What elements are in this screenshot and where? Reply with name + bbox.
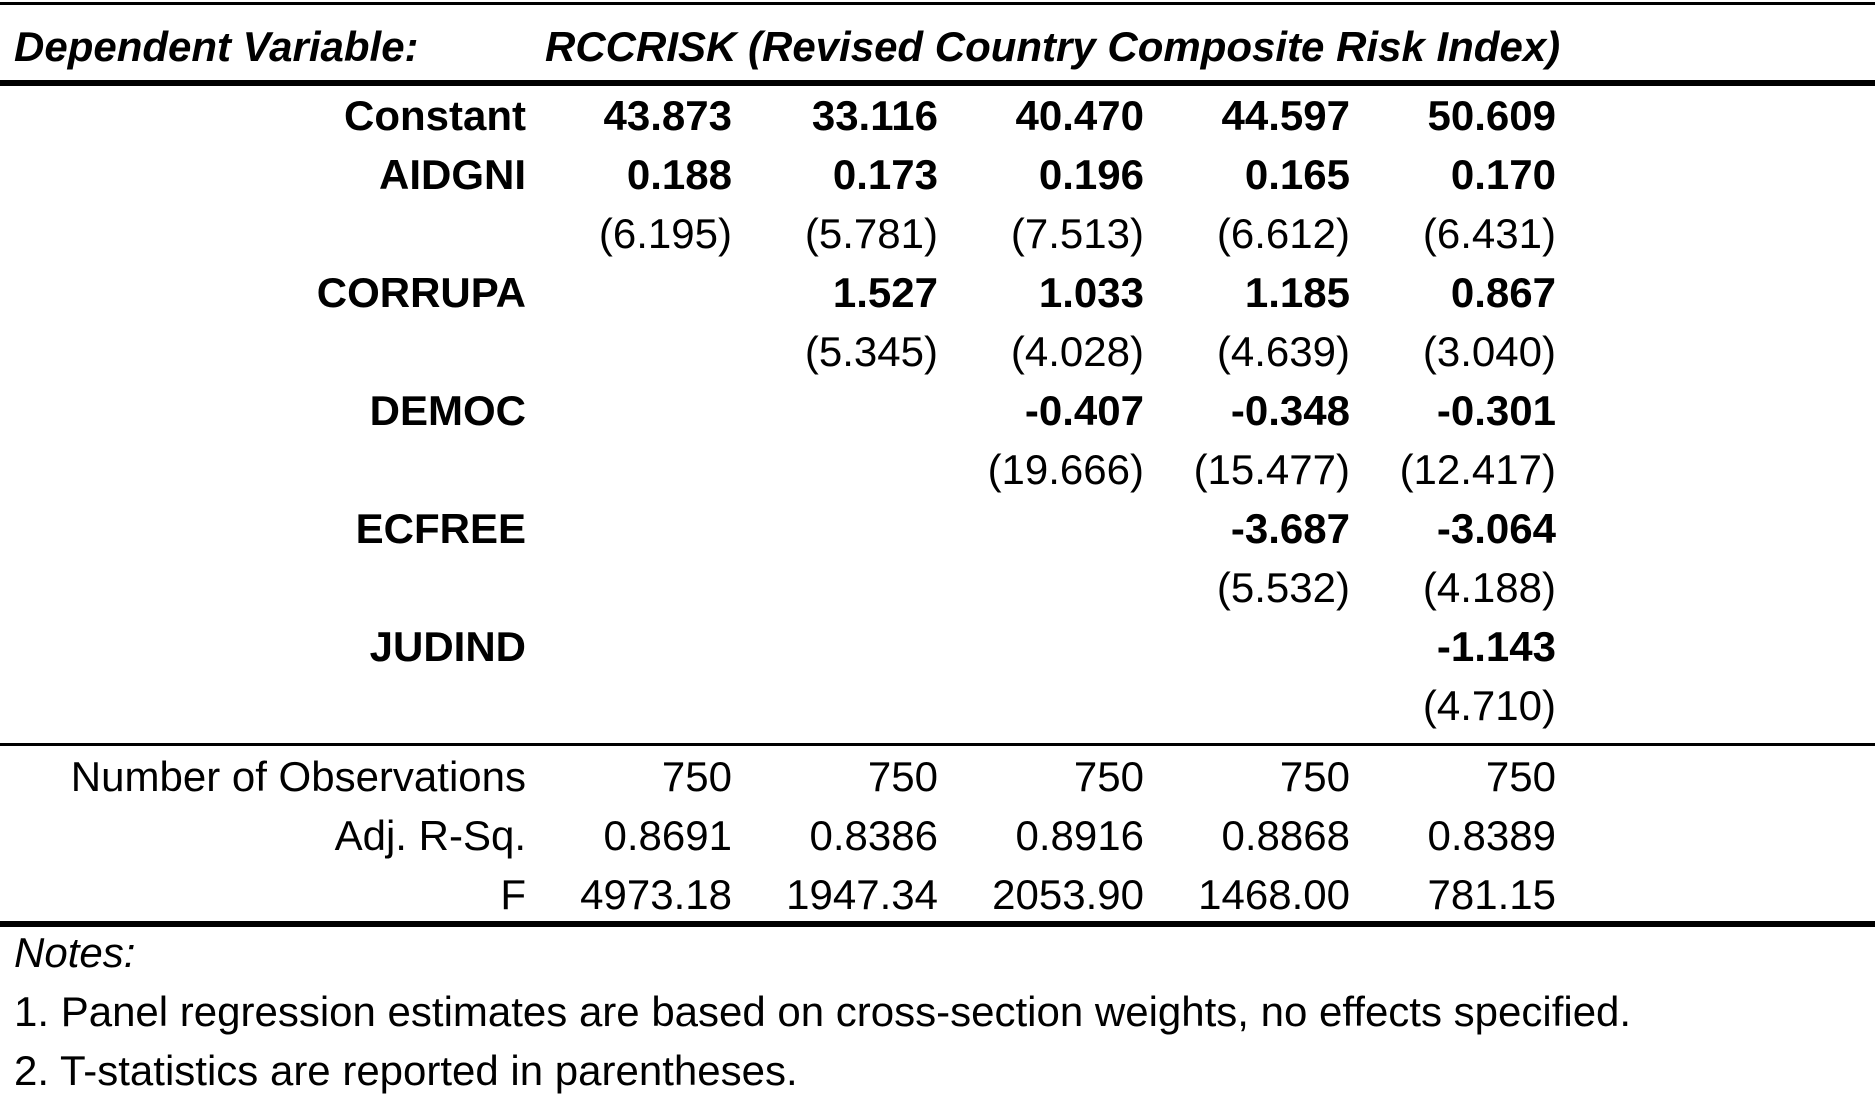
table-cell: 50.609 xyxy=(1427,92,1556,139)
table-cell: 750 xyxy=(1279,753,1350,800)
table-cell: 4973.18 xyxy=(580,871,732,918)
table-cell: 750 xyxy=(1073,753,1144,800)
row-label: DEMOC xyxy=(369,387,526,434)
row-label: Constant xyxy=(344,92,526,139)
stats-rule xyxy=(0,743,1875,746)
table-cell: (5.345) xyxy=(804,328,938,375)
table-row: JUDIND -1.143 xyxy=(0,618,1875,676)
table-row: Number of Observations 750 750 750 750 750 xyxy=(0,748,1875,806)
table-cell: 0.8691 xyxy=(603,812,732,859)
table-cell: (6.195) xyxy=(598,210,732,257)
table-cell: 1.185 xyxy=(1244,269,1350,316)
table-cell: (4.028) xyxy=(1010,328,1144,375)
table-cell: (6.431) xyxy=(1422,210,1556,257)
row-label: AIDGNI xyxy=(379,151,526,198)
table-cell: 1.033 xyxy=(1038,269,1144,316)
table-cell: 40.470 xyxy=(1015,92,1144,139)
table-cell: -0.407 xyxy=(1024,387,1144,434)
dependent-variable-name: RCCRISK (Revised Country Composite Risk … xyxy=(545,23,1561,70)
table-row: (4.710) xyxy=(0,677,1875,735)
table-cell: (5.532) xyxy=(1216,564,1350,611)
table-cell: 1947.34 xyxy=(786,871,938,918)
table-cell: (4.639) xyxy=(1216,328,1350,375)
row-label: Number of Observations xyxy=(70,753,526,800)
row-label: F xyxy=(500,871,526,918)
table-row: Adj. R-Sq. 0.8691 0.8386 0.8916 0.8868 0.8389 xyxy=(0,807,1875,865)
table-cell: (4.188) xyxy=(1422,564,1556,611)
table-cell: (6.612) xyxy=(1216,210,1350,257)
table-row: ECFREE -3.687 -3.064 xyxy=(0,500,1875,558)
top-rule xyxy=(0,2,1875,5)
table-cell: 43.873 xyxy=(603,92,732,139)
table-cell: (15.477) xyxy=(1193,446,1350,493)
table-cell: (7.513) xyxy=(1010,210,1144,257)
row-label: ECFREE xyxy=(355,505,526,552)
table-row: Constant 43.873 33.116 40.470 44.597 50.609 xyxy=(0,87,1875,145)
table-cell: (12.417) xyxy=(1399,446,1556,493)
table-row: F 4973.18 1947.34 2053.90 1468.00 781.15 xyxy=(0,866,1875,924)
table-cell: -0.301 xyxy=(1436,387,1556,434)
table-cell: (5.781) xyxy=(804,210,938,257)
note-item: 1. Panel regression estimates are based … xyxy=(14,988,1632,1035)
table-cell: -1.143 xyxy=(1436,623,1556,670)
table-cell: 1.527 xyxy=(832,269,938,316)
table-cell: 0.188 xyxy=(626,151,732,198)
table-row: (5.532) (4.188) xyxy=(0,559,1875,617)
row-label: CORRUPA xyxy=(316,269,526,316)
dependent-variable-label: Dependent Variable: xyxy=(14,23,419,70)
table-cell: (3.040) xyxy=(1422,328,1556,375)
table-cell: 0.165 xyxy=(1244,151,1350,198)
table-cell: 33.116 xyxy=(811,92,938,139)
notes-title: Notes: xyxy=(14,929,136,976)
table-cell: 0.196 xyxy=(1038,151,1144,198)
table-cell: 781.15 xyxy=(1427,871,1556,918)
table-cell: (19.666) xyxy=(987,446,1144,493)
table-cell: 2053.90 xyxy=(992,871,1144,918)
table-row: DEMOC -0.407 -0.348 -0.301 xyxy=(0,382,1875,440)
row-label: Adj. R-Sq. xyxy=(334,812,526,859)
table-cell: 750 xyxy=(661,753,732,800)
table-row: (19.666) (15.477) (12.417) xyxy=(0,441,1875,499)
table-cell: -3.064 xyxy=(1436,505,1556,552)
table-cell: 44.597 xyxy=(1221,92,1350,139)
table-cell: 0.8868 xyxy=(1221,812,1350,859)
table-cell: 0.8386 xyxy=(809,812,938,859)
table-cell: 0.173 xyxy=(832,151,938,198)
table-cell: 0.867 xyxy=(1450,269,1556,316)
table-row: CORRUPA 1.527 1.033 1.185 0.867 xyxy=(0,264,1875,322)
note-item: 2. T-statistics are reported in parenthe… xyxy=(14,1047,798,1094)
table-cell: 750 xyxy=(867,753,938,800)
table-row: (5.345) (4.028) (4.639) (3.040) xyxy=(0,323,1875,381)
table-row: (6.195) (5.781) (7.513) (6.612) (6.431) xyxy=(0,205,1875,263)
table-cell: 1468.00 xyxy=(1198,871,1350,918)
table-row: AIDGNI 0.188 0.173 0.196 0.165 0.170 xyxy=(0,146,1875,204)
table-cell: 0.8916 xyxy=(1015,812,1144,859)
table-cell: 750 xyxy=(1485,753,1556,800)
table-cell: -0.348 xyxy=(1230,387,1350,434)
table-cell: (4.710) xyxy=(1422,682,1556,729)
bottom-rule xyxy=(0,921,1875,927)
table-cell: 0.8389 xyxy=(1427,812,1556,859)
table-cell: 0.170 xyxy=(1450,151,1556,198)
header-rule xyxy=(0,80,1875,86)
table-cell: -3.687 xyxy=(1230,505,1350,552)
row-label: JUDIND xyxy=(369,623,526,670)
header-row: Dependent Variable: RCCRISK (Revised Cou… xyxy=(0,18,1875,76)
